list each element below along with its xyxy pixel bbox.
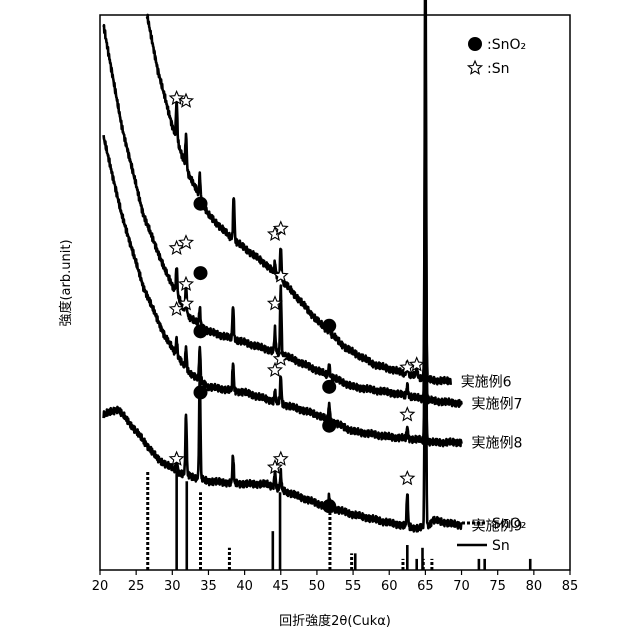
series-line-3 xyxy=(104,135,462,446)
sn-star-marker xyxy=(268,363,281,376)
x-tick-label: 60 xyxy=(381,579,398,594)
x-axis-label: 回折強度2θ(Cukα) xyxy=(279,613,391,629)
series-line-1 xyxy=(147,0,451,385)
sno2-marker xyxy=(322,419,336,433)
x-tick-label: 70 xyxy=(453,579,470,594)
sno2-marker xyxy=(194,324,208,338)
legend-sn-ref-label: Sn xyxy=(492,538,510,554)
peak-markers xyxy=(170,91,423,513)
reference-legend: SnO₂ Sn xyxy=(457,516,526,554)
x-tick-label: 85 xyxy=(562,579,579,594)
x-tick-label: 25 xyxy=(128,579,145,594)
xrd-curves xyxy=(104,0,462,531)
sno2-marker xyxy=(322,380,336,394)
x-tick-label: 35 xyxy=(200,579,217,594)
marker-legend: :SnO₂ :Sn xyxy=(468,37,526,77)
sn-star-marker xyxy=(179,277,192,290)
sn-star-marker xyxy=(410,358,423,371)
sn-star-marker xyxy=(170,91,183,104)
x-tick-label: 20 xyxy=(92,579,109,594)
legend-sno2-label: :SnO₂ xyxy=(487,37,526,53)
sno2-marker xyxy=(322,319,336,333)
x-tick-label: 40 xyxy=(236,579,253,594)
legend-sn-icon xyxy=(468,61,481,74)
series-label: 実施例6 xyxy=(461,374,512,390)
series-label: 実施例8 xyxy=(472,435,523,451)
x-tick-label: 65 xyxy=(417,579,434,594)
x-tick-label: 45 xyxy=(272,579,289,594)
sno2-marker xyxy=(194,385,208,399)
sn-star-marker xyxy=(401,408,414,421)
x-tick-label: 30 xyxy=(164,579,181,594)
x-tick-label: 80 xyxy=(526,579,543,594)
plot-frame xyxy=(100,15,570,570)
x-tick-label: 75 xyxy=(489,579,506,594)
sn-star-marker xyxy=(401,471,414,484)
sno2-marker xyxy=(322,499,336,513)
sno2-marker xyxy=(194,197,208,211)
y-axis-label: 強度(arb.unit) xyxy=(58,239,74,326)
chart-container: 回折強度2θ(Cukα) 強度(arb.unit) 20 25 30 35 40 45 50… xyxy=(0,0,640,640)
legend-sn-label: :Sn xyxy=(487,61,509,77)
series-line-2 xyxy=(104,25,462,407)
series-label: 実施例7 xyxy=(472,397,523,413)
x-ticks: 20 25 30 35 40 45 50 55 60 65 70 75 80 85 xyxy=(92,570,579,594)
x-tick-label: 55 xyxy=(345,579,362,594)
x-tick-label: 50 xyxy=(309,579,326,594)
series-labels: 実施例6実施例7実施例8実施例9 xyxy=(461,374,523,534)
sno2-marker xyxy=(194,266,208,280)
xrd-chart: 回折強度2θ(Cukα) 強度(arb.unit) 20 25 30 35 40 45 50… xyxy=(0,0,640,640)
sn-star-marker xyxy=(170,241,183,254)
legend-sno2-icon xyxy=(468,37,482,51)
legend-sno2-ref-label: SnO₂ xyxy=(492,516,526,532)
